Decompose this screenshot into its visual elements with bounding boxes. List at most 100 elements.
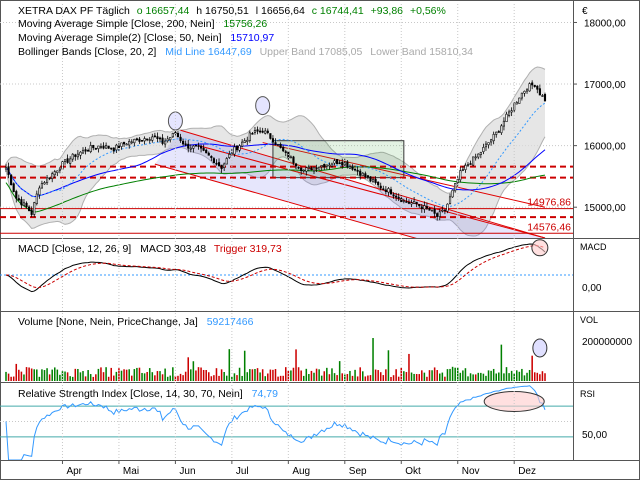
candle-body-188 [487,142,490,146]
volume-bar-70 [184,371,187,381]
candle-body-156 [405,201,408,203]
candle-body-93 [243,140,246,144]
volume-bar-166 [431,370,433,381]
candle-body-1 [7,166,10,175]
candle-body-143 [371,179,375,183]
volume-bar-172 [446,369,449,381]
candle-body-123 [320,165,323,168]
candle-body-67 [176,133,180,138]
month-label-7: Nov [462,466,480,477]
candle-body-29 [79,151,82,156]
volume-bar-120 [313,372,315,381]
volume-bar-48 [128,369,130,381]
candle-body-205 [531,82,534,86]
volume-bar-51 [136,367,138,381]
candle-body-48 [128,141,131,146]
volume-bar-73 [192,361,195,381]
volume-bar-90 [236,375,238,381]
legend-macd-trigger: Trigger 319,73 [214,243,282,255]
candle-body-50 [133,138,136,144]
candle-body-142 [369,176,372,182]
candle-body-96 [251,132,254,135]
candle-body-78 [205,149,208,154]
candle-body-203 [525,89,529,92]
volume-bar-80 [210,376,213,381]
legend-price: XETRA DAX PF Täglich o 16657,44 h 16750,… [18,5,446,17]
macd-line [5,243,546,293]
candle-body-86 [225,158,228,165]
volume-bar-129 [336,375,338,381]
candle-body-6 [20,199,23,206]
volume-tick-0: 200000000 [582,337,632,348]
legend-ma50: Moving Average Simple(2) [Close, 50, Nei… [18,32,274,44]
candle-body-124 [323,163,326,168]
candle-body-98 [256,129,259,132]
candle-body-194 [502,120,505,127]
volume-bar-113 [295,349,297,381]
volume-bar-64 [169,375,172,381]
candle-body-45 [120,142,123,147]
volume-bar-146 [379,372,382,381]
volume-bar-8 [25,367,28,381]
volume-bar-111 [290,370,292,381]
volume-bar-114 [297,367,300,381]
volume-bar-144 [374,369,377,381]
candle-body-49 [130,141,133,144]
volume-bar-6 [20,371,23,381]
macd-trigger-line [5,245,546,289]
candle-body-118 [307,166,310,169]
volume-bar-4 [15,363,18,381]
volume-bar-54 [143,373,146,381]
level-label-0: 14976,86 [527,197,571,209]
legend-change-pct: +0,56% [410,5,446,17]
volume-bar-17 [48,374,51,381]
candle-body-70 [184,143,187,146]
volume-panel [5,338,548,381]
volume-bar-100 [261,369,264,381]
volume-bar-208 [539,374,541,381]
volume-highlight [532,338,548,358]
legend-high: h 16750,51 [196,5,249,17]
bollinger-band-fill [6,66,545,237]
volume-bar-31 [84,376,87,381]
volume-bar-2 [10,376,12,381]
candle-body-83 [217,162,221,166]
price-panel: 14976,86 14576,46 [0,21,573,238]
volume-bar-9 [28,367,30,381]
volume-bar-12 [36,369,38,381]
candle-body-193 [500,125,503,134]
volume-bar-61 [161,374,164,381]
volume-bar-21 [59,374,61,381]
volume-bar-150 [390,376,392,381]
volume-bar-162 [421,370,423,381]
candle-body-92 [241,141,244,147]
candle-body-192 [497,131,500,133]
volume-bar-159 [413,373,415,381]
volume-bar-206 [533,372,536,381]
volume-bar-45 [120,370,123,381]
candle-body-69 [182,140,185,145]
candle-body-39 [105,145,108,149]
candle-body-9 [28,206,31,212]
volume-bar-173 [449,368,451,381]
volume-bar-164 [426,376,428,381]
volume-bar-101 [264,376,266,381]
candle-body-100 [261,130,264,133]
volume-bar-43 [115,371,118,381]
volume-bar-165 [428,370,431,381]
volume-bar-25 [69,376,71,381]
candle-body-162 [420,206,423,209]
macd-tick-0: 0,00 [582,283,602,294]
volume-bar-177 [459,372,462,381]
volume-bar-124 [323,371,326,381]
candle-body-57 [151,136,154,141]
candle-body-84 [220,164,223,170]
volume-bar-197 [510,370,513,381]
candle-body-151 [392,194,395,197]
candle-body-181 [469,163,472,165]
volume-bar-56 [148,368,151,381]
volume-bar-77 [202,369,205,381]
candle-body-60 [158,137,162,140]
volume-bar-123 [320,375,323,381]
